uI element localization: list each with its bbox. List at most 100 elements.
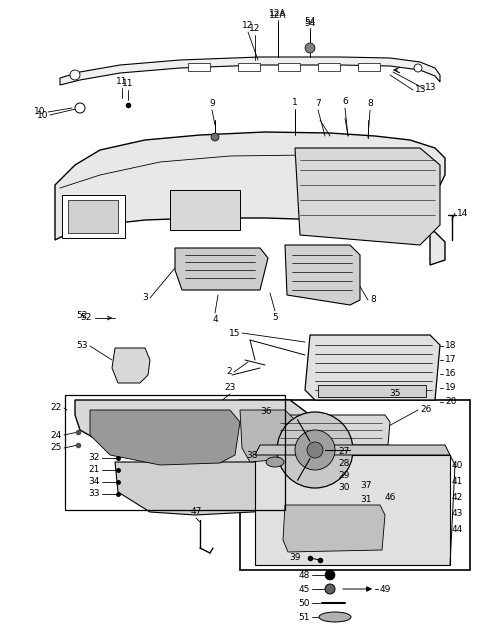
Circle shape xyxy=(70,70,80,80)
Text: 9: 9 xyxy=(209,99,215,108)
Text: 13: 13 xyxy=(425,84,436,92)
Text: 5: 5 xyxy=(272,313,278,322)
Circle shape xyxy=(295,430,335,470)
Text: 10: 10 xyxy=(34,107,45,117)
Polygon shape xyxy=(60,57,440,85)
Text: 12: 12 xyxy=(242,21,254,30)
Ellipse shape xyxy=(319,612,351,622)
Polygon shape xyxy=(285,245,360,305)
Text: 12: 12 xyxy=(249,24,261,33)
Bar xyxy=(358,63,380,71)
Polygon shape xyxy=(175,248,268,290)
Text: 12A: 12A xyxy=(269,9,287,18)
Circle shape xyxy=(211,133,219,141)
Text: 25: 25 xyxy=(50,444,62,452)
Ellipse shape xyxy=(266,457,284,467)
Polygon shape xyxy=(305,335,440,400)
Text: 52: 52 xyxy=(81,313,92,323)
Text: 16: 16 xyxy=(445,369,456,379)
Text: 40: 40 xyxy=(452,462,463,470)
Text: 20: 20 xyxy=(445,397,456,406)
Text: 8: 8 xyxy=(367,99,373,108)
Polygon shape xyxy=(112,348,150,383)
Text: 39: 39 xyxy=(289,553,301,562)
Polygon shape xyxy=(240,410,300,462)
Circle shape xyxy=(307,442,323,458)
Text: 27: 27 xyxy=(338,447,349,457)
Text: 42: 42 xyxy=(452,494,463,502)
Text: 35: 35 xyxy=(389,389,401,398)
Text: 46: 46 xyxy=(384,493,396,502)
Text: 6: 6 xyxy=(342,97,348,106)
Text: 14: 14 xyxy=(457,208,468,218)
Bar xyxy=(278,63,300,71)
Circle shape xyxy=(75,103,85,113)
Text: 18: 18 xyxy=(445,341,456,351)
Text: 24: 24 xyxy=(51,431,62,439)
Text: 11: 11 xyxy=(116,77,128,86)
Text: 2: 2 xyxy=(227,368,232,376)
Text: 48: 48 xyxy=(299,570,310,580)
Polygon shape xyxy=(170,190,240,230)
Text: 54: 54 xyxy=(304,19,316,28)
Circle shape xyxy=(277,412,353,488)
Text: 54: 54 xyxy=(304,17,316,26)
Text: 23: 23 xyxy=(224,383,236,392)
Text: 32: 32 xyxy=(89,454,100,462)
Text: 15: 15 xyxy=(228,328,240,338)
Bar xyxy=(240,400,470,570)
Circle shape xyxy=(325,584,335,594)
Text: 52: 52 xyxy=(77,311,88,321)
Circle shape xyxy=(414,64,422,72)
Text: 19: 19 xyxy=(445,384,456,392)
Polygon shape xyxy=(75,400,310,470)
Text: 1: 1 xyxy=(292,98,298,107)
Text: 7: 7 xyxy=(315,99,321,108)
Polygon shape xyxy=(255,445,450,455)
Text: 49: 49 xyxy=(380,585,391,593)
Text: 51: 51 xyxy=(299,613,310,622)
Polygon shape xyxy=(55,132,445,265)
Text: 22: 22 xyxy=(51,404,62,412)
Polygon shape xyxy=(62,195,125,238)
Text: 28: 28 xyxy=(338,459,349,469)
Text: 13: 13 xyxy=(415,85,427,94)
Text: 17: 17 xyxy=(445,356,456,364)
Text: 10: 10 xyxy=(36,110,48,120)
Circle shape xyxy=(305,43,315,53)
Bar xyxy=(68,200,118,233)
Text: 47: 47 xyxy=(190,507,202,516)
Bar xyxy=(188,63,210,71)
Polygon shape xyxy=(283,505,385,552)
Text: 3: 3 xyxy=(142,293,148,303)
Text: 33: 33 xyxy=(88,489,100,499)
Text: 30: 30 xyxy=(338,484,349,492)
Text: 4: 4 xyxy=(212,315,218,324)
Bar xyxy=(255,455,450,565)
Bar xyxy=(238,63,260,71)
Polygon shape xyxy=(90,410,240,465)
Polygon shape xyxy=(272,415,390,445)
Text: 8: 8 xyxy=(370,296,376,305)
Text: 29: 29 xyxy=(338,472,349,480)
Text: 50: 50 xyxy=(299,598,310,608)
Text: 36: 36 xyxy=(261,406,272,416)
Text: 44: 44 xyxy=(452,525,463,535)
Text: 41: 41 xyxy=(452,477,463,487)
Polygon shape xyxy=(115,462,310,515)
Text: 11: 11 xyxy=(122,79,134,88)
Text: 37: 37 xyxy=(360,480,372,489)
Text: 38: 38 xyxy=(247,452,258,461)
Text: 45: 45 xyxy=(299,585,310,593)
Text: 21: 21 xyxy=(89,466,100,474)
Polygon shape xyxy=(295,148,440,245)
Text: 34: 34 xyxy=(89,477,100,487)
Bar xyxy=(318,63,340,71)
Bar xyxy=(318,385,426,397)
Circle shape xyxy=(325,570,335,580)
Text: 26: 26 xyxy=(420,406,432,414)
Bar xyxy=(65,395,285,510)
Text: 12A: 12A xyxy=(269,11,287,20)
Text: 53: 53 xyxy=(76,341,88,351)
Text: 31: 31 xyxy=(360,495,372,504)
